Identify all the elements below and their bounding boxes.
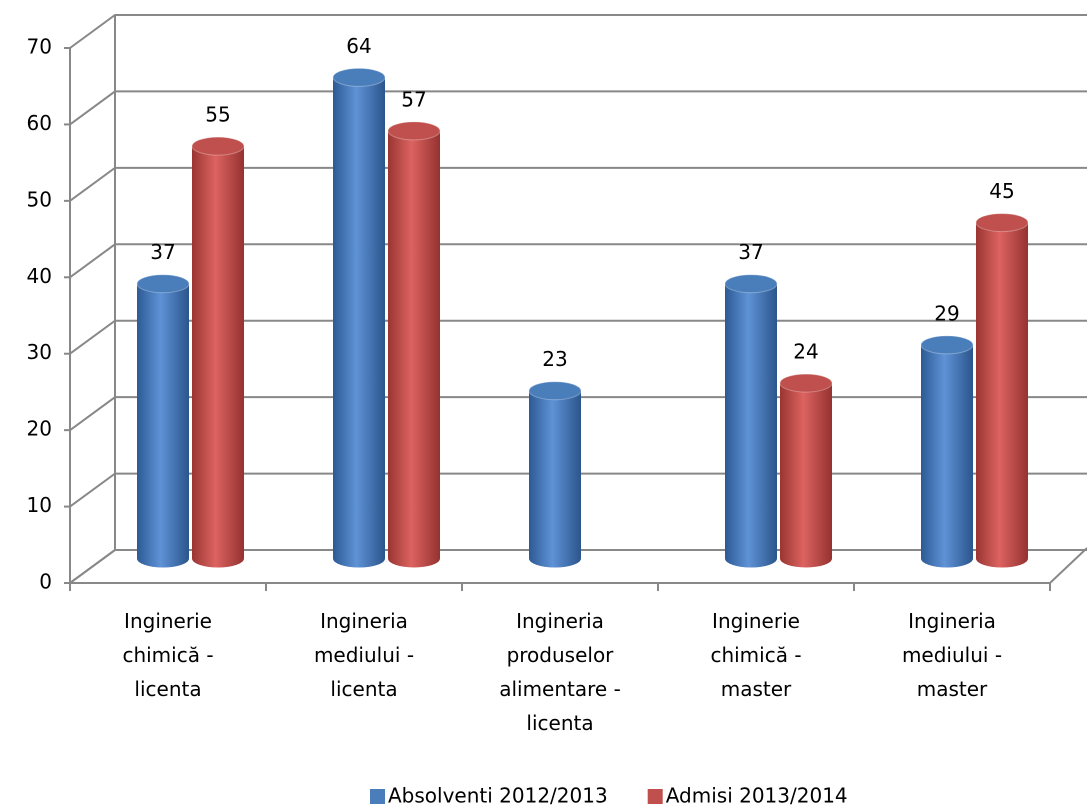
bar	[332, 67, 386, 568]
bar	[724, 274, 778, 568]
bar-body	[921, 344, 973, 568]
bar-body	[333, 77, 385, 568]
bar-top	[920, 335, 974, 355]
label-line: Ingineria	[516, 609, 604, 633]
x-tick-label: Ingineria mediului - licenta	[314, 609, 414, 701]
label-line: licenta	[330, 677, 397, 701]
y-tick-label: 40	[27, 264, 52, 288]
legend-swatch	[647, 789, 663, 804]
value-label: 37	[150, 240, 175, 264]
label-line: master	[917, 677, 988, 701]
value-label: 29	[934, 301, 959, 325]
label-line: Ingineria	[908, 609, 996, 633]
bar-body	[388, 130, 440, 568]
label-line: master	[721, 677, 792, 701]
label-line: Inginerie	[712, 609, 800, 633]
bar-top	[191, 136, 245, 156]
y-tick-label: 50	[27, 187, 52, 211]
value-label: 24	[793, 340, 818, 364]
bar-body	[976, 222, 1028, 568]
bar	[528, 381, 582, 568]
bar-top	[332, 67, 386, 87]
y-tick-label: 0	[39, 570, 52, 594]
y-tick-label: 60	[27, 111, 52, 135]
bar	[920, 335, 974, 568]
x-tick-label: Ingineria mediului - master	[902, 609, 1002, 701]
grid-line	[69, 166, 1087, 202]
bar-body	[137, 283, 189, 568]
grid-line	[69, 90, 1087, 126]
value-label: 57	[401, 87, 426, 111]
bar	[387, 121, 441, 568]
legend-label: Absolventi 2012/2013	[388, 784, 608, 808]
bar-top	[724, 274, 778, 294]
bar-body	[192, 146, 244, 568]
label-line: mediului -	[902, 643, 1002, 667]
label-line: chimică -	[122, 643, 213, 667]
y-tick-label: 30	[27, 340, 52, 364]
back-wall	[69, 15, 116, 584]
label-line: produselor	[507, 643, 615, 667]
bar	[136, 274, 190, 568]
label-line: licenta	[134, 677, 201, 701]
legend-label: Admisi 2013/2014	[666, 784, 848, 808]
grid-line	[69, 14, 1087, 49]
grid-line	[69, 243, 1087, 279]
bar-body	[725, 283, 777, 568]
bar	[975, 213, 1029, 568]
y-tick-label: 20	[27, 417, 52, 441]
x-tick-label: Ingineria produselor alimentare - licenta	[499, 609, 621, 735]
y-tick-label: 70	[27, 35, 52, 59]
x-tick-label: Inginerie chimică - master	[710, 609, 801, 701]
bar-body	[780, 383, 832, 568]
bar-top	[136, 274, 190, 294]
value-label: 45	[989, 179, 1014, 203]
bar-top	[975, 213, 1029, 233]
x-tick-label: Inginerie chimică - licenta	[122, 609, 213, 701]
bar-top	[779, 373, 833, 393]
label-line: chimică -	[710, 643, 801, 667]
label-line: Inginerie	[124, 609, 212, 633]
label-line: alimentare -	[499, 677, 621, 701]
bar-body	[529, 390, 581, 568]
legend-swatch	[370, 789, 385, 804]
y-tick-label: 10	[27, 493, 52, 517]
value-label: 64	[346, 34, 371, 58]
value-label: 23	[542, 347, 567, 371]
label-line: mediului -	[314, 643, 414, 667]
value-label: 37	[738, 240, 763, 264]
bar	[191, 136, 245, 568]
bar-top	[528, 381, 582, 401]
bar	[779, 373, 833, 568]
bar-top	[387, 121, 441, 141]
label-line: Ingineria	[320, 609, 408, 633]
label-line: licenta	[526, 711, 593, 735]
value-label: 55	[205, 103, 230, 127]
